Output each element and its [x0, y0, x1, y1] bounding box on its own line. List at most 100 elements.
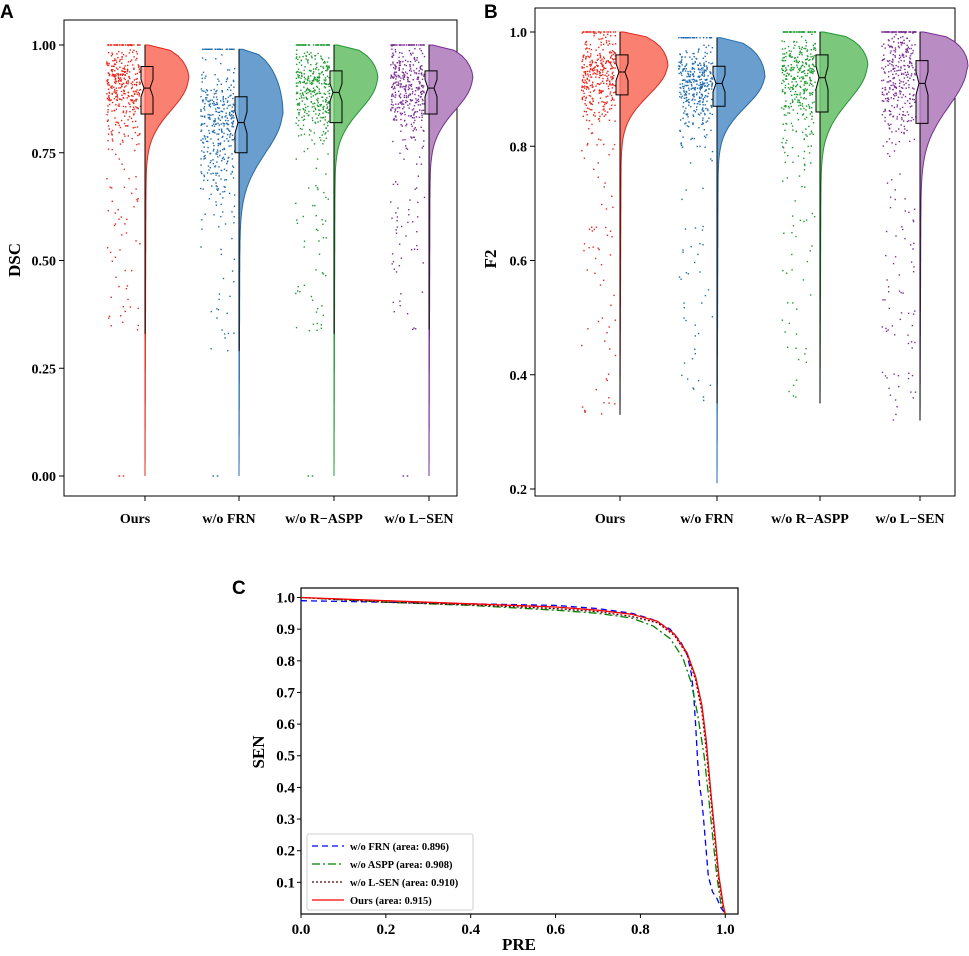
data-point: [898, 385, 900, 388]
data-point: [392, 183, 395, 186]
data-point: [700, 93, 703, 95]
data-point: [127, 94, 129, 97]
data-point: [123, 168, 125, 171]
data-point: [908, 66, 910, 68]
data-point: [222, 97, 224, 99]
data-point: [898, 290, 901, 292]
data-point: [600, 60, 602, 62]
data-point: [315, 63, 317, 66]
data-point: [601, 58, 603, 60]
data-point: [410, 52, 412, 55]
data-point: [901, 41, 904, 44]
data-point: [323, 60, 326, 63]
data-point: [305, 96, 307, 98]
notched-box: [424, 70, 438, 115]
data-point: [217, 117, 220, 119]
data-point: [904, 114, 906, 117]
data-point: [606, 379, 608, 382]
data-point: [113, 224, 116, 227]
data-point: [324, 220, 327, 222]
data-point: [909, 244, 912, 246]
data-point: [792, 395, 795, 397]
data-point: [107, 119, 109, 121]
data-point: [122, 111, 124, 114]
data-point: [702, 84, 704, 86]
data-point: [607, 79, 609, 81]
data-point: [701, 86, 703, 89]
data-point: [704, 114, 706, 116]
data-point: [220, 83, 222, 85]
data-point: [602, 68, 605, 71]
data-point: [132, 127, 134, 129]
data-point: [222, 104, 225, 106]
data-point: [705, 107, 707, 110]
data-point: [114, 110, 116, 112]
data-point: [810, 162, 812, 164]
data-point: [680, 61, 683, 64]
data-point: [394, 65, 397, 67]
data-point: [888, 387, 890, 390]
data-point: [203, 48, 205, 50]
data-point: [689, 75, 691, 78]
data-point: [222, 122, 224, 124]
data-point: [608, 154, 610, 156]
data-point: [704, 55, 706, 58]
data-point: [213, 88, 215, 91]
data-point: [907, 377, 910, 380]
data-point: [599, 97, 602, 99]
data-point: [230, 173, 232, 175]
data-point: [790, 50, 792, 53]
data-point: [213, 104, 215, 106]
data-point: [609, 52, 611, 54]
data-point: [585, 86, 588, 88]
data-point: [609, 91, 612, 93]
data-point: [602, 49, 604, 51]
panel-b-y-title: F2: [481, 250, 500, 269]
data-point: [214, 120, 216, 122]
data-point: [896, 406, 898, 408]
data-point: [581, 80, 584, 82]
data-point: [804, 88, 806, 90]
data-point: [315, 113, 317, 115]
data-point: [208, 104, 210, 106]
data-point: [313, 132, 315, 134]
data-point: [418, 72, 420, 75]
data-point: [209, 99, 211, 102]
data-point: [783, 114, 786, 116]
data-point: [130, 82, 133, 85]
data-point: [808, 59, 810, 62]
data-point: [685, 272, 688, 274]
data-point: [220, 203, 222, 205]
data-point: [117, 105, 119, 107]
data-point: [611, 50, 614, 52]
data-point: [398, 83, 400, 85]
data-point: [206, 90, 209, 92]
data-point: [113, 91, 115, 93]
data-point: [218, 175, 220, 177]
data-point: [229, 48, 231, 50]
data-point: [614, 58, 616, 60]
data-point: [781, 48, 784, 50]
data-point: [912, 118, 915, 121]
data-point: [304, 103, 306, 106]
data-point: [614, 62, 616, 65]
data-point: [394, 108, 397, 110]
data-point: [322, 273, 325, 275]
data-point: [414, 72, 416, 74]
data-point: [136, 198, 138, 201]
data-point: [126, 218, 128, 220]
data-point: [219, 154, 221, 157]
data-point: [897, 66, 899, 68]
data-point: [783, 31, 785, 33]
data-point: [391, 55, 393, 58]
data-point: [590, 48, 593, 51]
data-point: [586, 31, 589, 33]
data-point: [802, 76, 804, 78]
x-tick-label: w/o R−ASPP: [285, 512, 363, 527]
data-point: [888, 40, 890, 42]
data-point: [393, 67, 395, 69]
data-point: [908, 65, 910, 68]
data-point: [223, 101, 225, 103]
data-point: [230, 84, 232, 86]
data-point: [787, 155, 789, 157]
